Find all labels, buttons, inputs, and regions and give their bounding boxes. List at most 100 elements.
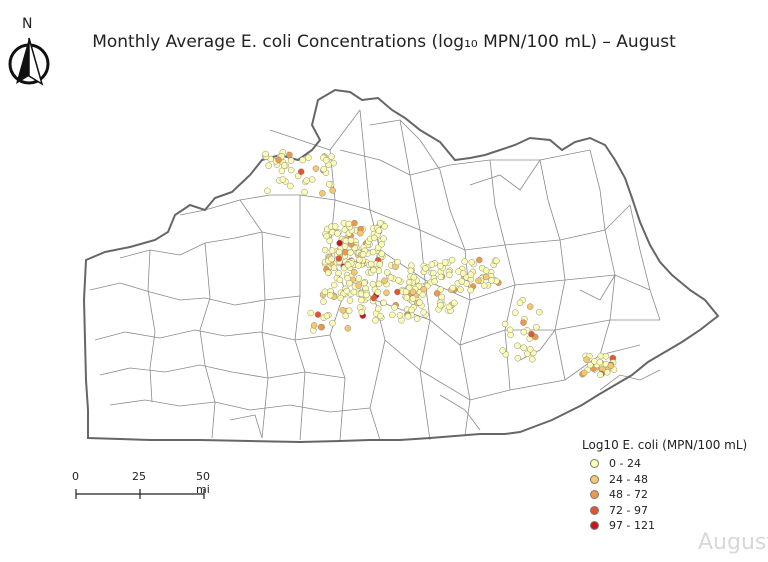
sampling-point xyxy=(370,294,378,302)
legend-swatch xyxy=(590,490,599,500)
sampling-point xyxy=(264,187,271,195)
sampling-point xyxy=(275,156,282,164)
sampling-point xyxy=(371,234,378,242)
sampling-point xyxy=(596,358,604,366)
sampling-point xyxy=(308,176,316,183)
legend-item: 72 - 97 xyxy=(582,503,762,519)
sampling-point xyxy=(307,309,314,317)
sampling-point xyxy=(328,255,335,263)
sampling-point xyxy=(381,277,388,285)
sampling-point xyxy=(312,165,320,172)
sampling-point xyxy=(413,315,421,323)
sampling-point xyxy=(520,344,527,351)
sampling-point xyxy=(369,248,377,256)
sampling-point xyxy=(336,276,344,284)
legend-item: 0 - 24 xyxy=(582,456,762,472)
sampling-points xyxy=(262,148,618,379)
sampling-point xyxy=(287,166,295,174)
sampling-point xyxy=(339,307,347,314)
sampling-point xyxy=(607,362,615,370)
sampling-point xyxy=(402,288,410,296)
state-outline xyxy=(82,88,720,444)
sampling-point xyxy=(383,269,391,276)
sampling-point xyxy=(445,303,453,311)
sampling-point xyxy=(346,297,354,304)
sampling-point xyxy=(323,232,330,240)
sampling-point xyxy=(328,247,336,254)
sampling-point xyxy=(321,246,329,254)
sampling-point xyxy=(476,256,483,264)
scale-bar-line xyxy=(75,489,205,499)
legend-item: 24 - 48 xyxy=(582,472,762,488)
sampling-point xyxy=(337,294,344,302)
sampling-point xyxy=(527,346,534,353)
sampling-point xyxy=(297,168,305,175)
legend-item: 48 - 72 xyxy=(582,487,762,503)
sampling-point xyxy=(363,291,370,299)
sampling-point xyxy=(372,317,379,324)
legend-item: 97 - 121 xyxy=(582,518,762,534)
sampling-point xyxy=(433,290,441,297)
sampling-point xyxy=(536,308,543,316)
sampling-point xyxy=(514,342,521,350)
sampling-point xyxy=(324,269,332,276)
sampling-point xyxy=(343,287,350,295)
sampling-point xyxy=(428,261,436,268)
sampling-point xyxy=(322,157,330,164)
sampling-point xyxy=(265,162,272,169)
sampling-point xyxy=(320,298,327,305)
sampling-point xyxy=(355,262,362,269)
sampling-point xyxy=(446,271,453,279)
legend: Log10 E. coli (MPN/100 mL) 0 - 24 24 - 4… xyxy=(582,438,762,534)
sampling-point xyxy=(331,223,339,230)
sampling-point xyxy=(380,235,387,242)
sampling-point xyxy=(358,309,366,316)
sampling-point xyxy=(512,309,519,316)
sampling-point xyxy=(449,284,457,292)
sampling-point xyxy=(461,258,468,265)
sampling-point xyxy=(482,273,490,281)
sampling-point xyxy=(310,322,318,329)
sampling-point xyxy=(376,261,384,268)
legend-swatch xyxy=(590,505,599,515)
sampling-point xyxy=(520,328,528,336)
legend-label: 97 - 121 xyxy=(609,519,655,533)
sampling-point xyxy=(357,290,365,298)
sampling-point xyxy=(416,299,423,306)
sampling-point xyxy=(346,279,353,287)
sampling-point xyxy=(299,156,306,164)
sampling-point xyxy=(370,266,377,274)
sampling-point xyxy=(287,182,294,190)
sampling-point xyxy=(367,260,375,268)
sampling-point xyxy=(529,356,536,363)
sampling-point xyxy=(528,330,535,338)
sampling-point xyxy=(501,320,509,328)
scale-label-0: 0 xyxy=(72,470,79,483)
sampling-point xyxy=(419,291,427,299)
legend-label: 72 - 97 xyxy=(609,503,648,517)
sampling-point xyxy=(383,289,390,297)
sampling-point xyxy=(587,361,594,369)
sampling-point xyxy=(323,312,331,320)
legend-label: 24 - 48 xyxy=(609,472,648,486)
sampling-point xyxy=(409,295,417,302)
legend-swatch xyxy=(590,459,599,469)
sampling-point xyxy=(344,261,352,269)
sampling-point xyxy=(408,306,415,314)
sampling-point xyxy=(475,277,482,284)
sampling-point xyxy=(280,162,288,169)
sampling-point xyxy=(326,237,333,245)
sampling-point xyxy=(334,230,341,237)
sampling-point xyxy=(328,153,335,160)
sampling-point xyxy=(437,273,445,281)
sampling-point xyxy=(520,319,527,326)
sampling-point xyxy=(422,265,429,272)
sampling-point xyxy=(396,312,404,319)
county-boundaries xyxy=(89,109,661,441)
legend-swatch xyxy=(590,521,599,531)
sampling-point xyxy=(336,239,343,247)
sampling-point xyxy=(321,288,329,296)
north-arrow-icon xyxy=(8,37,50,86)
sampling-point xyxy=(335,248,343,256)
